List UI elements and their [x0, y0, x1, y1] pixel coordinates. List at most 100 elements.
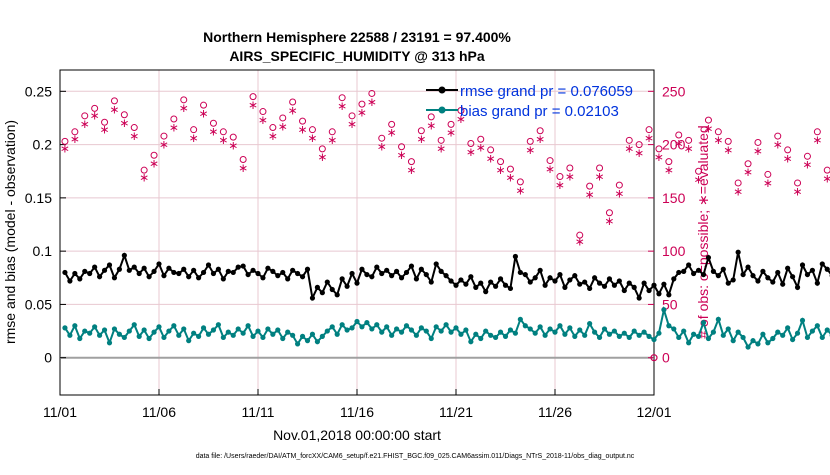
- bias-point: [335, 332, 340, 337]
- obs-evaluated-marker: ∗: [377, 140, 387, 154]
- rmse-point: [711, 269, 716, 274]
- bias-point: [691, 332, 696, 337]
- bias-point: [206, 332, 211, 337]
- rmse-point: [721, 267, 726, 272]
- rmse-point: [359, 267, 364, 272]
- rmse-point: [127, 268, 132, 273]
- rmse-point: [676, 270, 681, 275]
- bias-point: [285, 330, 290, 335]
- bias-point: [651, 337, 656, 342]
- bias-point: [503, 334, 508, 339]
- bias-point: [62, 325, 67, 330]
- right-y-tick-label: 100: [662, 243, 686, 259]
- obs-evaluated-marker: ∗: [783, 151, 793, 165]
- rmse-point: [112, 275, 117, 280]
- right-y-tick-label: 0: [662, 350, 670, 366]
- obs-evaluated-marker: ∗: [129, 129, 139, 143]
- obs-evaluated-marker: ∗: [317, 150, 327, 164]
- bias-point: [414, 333, 419, 338]
- bias-point: [661, 307, 666, 312]
- bias-point: [132, 322, 137, 327]
- rmse-point: [300, 274, 305, 279]
- bias-point: [201, 325, 206, 330]
- rmse-point: [354, 281, 359, 286]
- obs-evaluated-marker: ∗: [258, 113, 268, 127]
- obs-evaluated-marker: ∗: [565, 169, 575, 183]
- rmse-point: [404, 270, 409, 275]
- rmse-point: [592, 275, 597, 280]
- rmse-point: [745, 265, 750, 270]
- bias-point: [528, 326, 533, 331]
- obs-evaluated-marker: ∗: [397, 148, 407, 162]
- bias-point: [384, 324, 389, 329]
- bias-point: [389, 333, 394, 338]
- rmse-point: [67, 278, 72, 283]
- bias-point: [741, 335, 746, 340]
- rmse-point: [691, 271, 696, 276]
- bias-point: [171, 323, 176, 328]
- rmse-point: [483, 289, 488, 294]
- obs-evaluated-marker: ∗: [733, 184, 743, 198]
- obs-evaluated-marker: ∗: [575, 234, 585, 248]
- bias-point: [181, 326, 186, 331]
- rmse-point: [587, 286, 592, 291]
- bias-point: [315, 339, 320, 344]
- obs-evaluated-marker: ∗: [674, 136, 684, 150]
- obs-evaluated-marker: ∗: [713, 133, 723, 147]
- obs-evaluated-marker: ∗: [624, 142, 634, 156]
- obs-evaluated-marker: ∗: [268, 129, 278, 143]
- rmse-point: [191, 268, 196, 273]
- obs-evaluated-marker: ∗: [496, 163, 506, 177]
- bias-point: [369, 326, 374, 331]
- rmse-point: [622, 288, 627, 293]
- bias-point: [340, 322, 345, 327]
- obs-evaluated-marker: ∗: [763, 176, 773, 190]
- bias-point: [186, 338, 191, 343]
- obs-evaluated-marker: ∗: [634, 146, 644, 160]
- bias-point: [721, 333, 726, 338]
- bias-point: [582, 333, 587, 338]
- bias-point: [686, 340, 691, 345]
- rmse-point: [216, 267, 221, 272]
- rmse-point: [364, 272, 369, 277]
- bias-point: [622, 331, 627, 336]
- obs-evaluated-marker: ∗: [228, 139, 238, 153]
- obs-evaluated-marker: ∗: [347, 117, 357, 131]
- bias-point: [424, 328, 429, 333]
- bias-point: [800, 318, 805, 323]
- bias-point: [736, 330, 741, 335]
- rmse-point: [612, 283, 617, 288]
- obs-evaluated-marker: ∗: [288, 103, 298, 117]
- obs-evaluated-marker: ∗: [119, 116, 129, 130]
- bias-point: [429, 336, 434, 341]
- rmse-point: [107, 262, 112, 267]
- obs-evaluated-marker: ∗: [208, 125, 218, 139]
- bias-point: [196, 334, 201, 339]
- rmse-point: [379, 271, 384, 276]
- rmse-point: [780, 282, 785, 287]
- rmse-point: [617, 278, 622, 283]
- rmse-point: [572, 273, 577, 278]
- obs-evaluated-marker: ∗: [169, 120, 179, 134]
- bias-point: [607, 332, 612, 337]
- obs-evaluated-marker: ∗: [357, 105, 367, 119]
- x-tick-label: 11/01: [43, 404, 77, 420]
- obs-evaluated-marker: ∗: [486, 151, 496, 165]
- rmse-point: [607, 276, 612, 281]
- rmse-point: [493, 284, 498, 289]
- bias-point: [706, 336, 711, 341]
- bias-point: [780, 333, 785, 338]
- bias-point: [142, 327, 147, 332]
- bias-point: [646, 334, 651, 339]
- rmse-point: [790, 274, 795, 279]
- obs-evaluated-marker: ∗: [466, 145, 476, 159]
- rmse-point: [246, 272, 251, 277]
- bias-point: [533, 331, 538, 336]
- obs-evaluated-marker: ∗: [802, 158, 812, 172]
- bias-point: [637, 333, 642, 338]
- bias-point: [671, 326, 676, 331]
- rmse-point: [627, 281, 632, 286]
- bias-point: [290, 333, 295, 338]
- rmse-point: [538, 268, 543, 273]
- rmse-point: [389, 273, 394, 278]
